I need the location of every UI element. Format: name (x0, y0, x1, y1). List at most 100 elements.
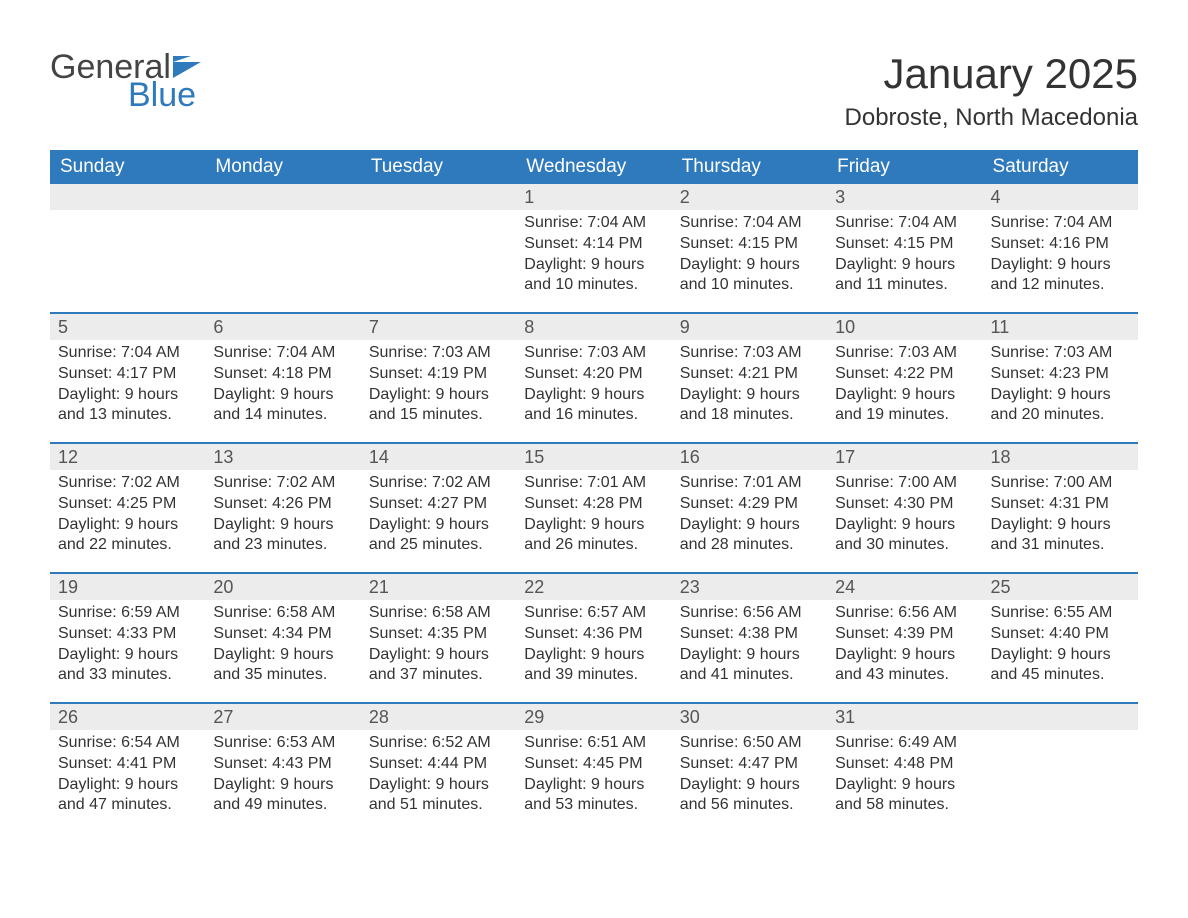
day-number (50, 184, 205, 210)
sunset-text: Sunset: 4:30 PM (835, 494, 974, 515)
flag-icon (173, 56, 201, 78)
daylight1-text: Daylight: 9 hours (369, 515, 508, 536)
cell-body (361, 210, 516, 219)
cell-body: Sunrise: 6:59 AMSunset: 4:33 PMDaylight:… (50, 600, 205, 692)
sunset-text: Sunset: 4:22 PM (835, 364, 974, 385)
sunset-text: Sunset: 4:34 PM (213, 624, 352, 645)
daylight1-text: Daylight: 9 hours (369, 645, 508, 666)
calendar-cell: 15 Sunrise: 7:01 AMSunset: 4:28 PMDayligh… (516, 444, 671, 572)
cell-body: Sunrise: 7:04 AMSunset: 4:18 PMDaylight:… (205, 340, 360, 432)
calendar-cell: 7Sunrise: 7:03 AMSunset: 4:19 PMDaylight… (361, 314, 516, 442)
page-title: January 2025 (845, 50, 1138, 98)
daylight2-text: and 33 minutes. (58, 665, 197, 686)
sunrise-text: Sunrise: 7:01 AM (680, 473, 819, 494)
calendar-cell: 2Sunrise: 7:04 AMSunset: 4:15 PMDaylight… (672, 184, 827, 312)
daylight2-text: and 22 minutes. (58, 535, 197, 556)
cell-body (50, 210, 205, 219)
calendar-cell: 24Sunrise: 6:56 AMSunset: 4:39 PMDayligh… (827, 574, 982, 702)
day-number: 17 (827, 444, 982, 470)
cell-body: Sunrise: 6:56 AMSunset: 4:38 PMDaylight:… (672, 600, 827, 692)
daylight1-text: Daylight: 9 hours (680, 775, 819, 796)
sunrise-text: Sunrise: 6:52 AM (369, 733, 508, 754)
cell-body: Sunrise: 6:58 AMSunset: 4:34 PMDaylight:… (205, 600, 360, 692)
day-number (205, 184, 360, 210)
daylight2-text: and 14 minutes. (213, 405, 352, 426)
calendar-cell: 19Sunrise: 6:59 AMSunset: 4:33 PMDayligh… (50, 574, 205, 702)
day-number: 15 (516, 444, 671, 470)
day-number: 27 (205, 704, 360, 730)
cell-body: Sunrise: 7:01 AMSunset: 4:29 PMDaylight:… (672, 470, 827, 562)
sunset-text: Sunset: 4:44 PM (369, 754, 508, 775)
sunrise-text: Sunrise: 6:53 AM (213, 733, 352, 754)
sunrise-text: Sunrise: 6:54 AM (58, 733, 197, 754)
daylight1-text: Daylight: 9 hours (369, 385, 508, 406)
cell-body: Sunrise: 6:54 AMSunset: 4:41 PMDaylight:… (50, 730, 205, 822)
day-number: 25 (983, 574, 1138, 600)
daylight1-text: Daylight: 9 hours (58, 385, 197, 406)
daylight2-text: and 49 minutes. (213, 795, 352, 816)
daylight2-text: and 51 minutes. (369, 795, 508, 816)
cell-body: Sunrise: 7:00 AMSunset: 4:30 PMDaylight:… (827, 470, 982, 562)
day-number: 30 (672, 704, 827, 730)
calendar-cell: 1Sunrise: 7:04 AMSunset: 4:14 PMDaylight… (516, 184, 671, 312)
day-header: Thursday (672, 150, 827, 184)
day-number: 3 (827, 184, 982, 210)
sunrise-text: Sunrise: 7:04 AM (58, 343, 197, 364)
day-number: 28 (361, 704, 516, 730)
cell-body: Sunrise: 6:57 AMSunset: 4:36 PMDaylight:… (516, 600, 671, 692)
day-number: 4 (983, 184, 1138, 210)
calendar-cell: 14Sunrise: 7:02 AMSunset: 4:27 PMDayligh… (361, 444, 516, 572)
daylight1-text: Daylight: 9 hours (680, 385, 819, 406)
weeks-container: 1Sunrise: 7:04 AMSunset: 4:14 PMDaylight… (50, 184, 1138, 832)
calendar-cell: 23Sunrise: 6:56 AMSunset: 4:38 PMDayligh… (672, 574, 827, 702)
day-number: 26 (50, 704, 205, 730)
calendar: Sunday Monday Tuesday Wednesday Thursday… (50, 150, 1138, 832)
daylight2-text: and 10 minutes. (680, 275, 819, 296)
day-number: 29 (516, 704, 671, 730)
sunset-text: Sunset: 4:21 PM (680, 364, 819, 385)
daylight1-text: Daylight: 9 hours (524, 645, 663, 666)
cell-body: Sunrise: 7:03 AMSunset: 4:20 PMDaylight:… (516, 340, 671, 432)
cell-body: Sunrise: 6:52 AMSunset: 4:44 PMDaylight:… (361, 730, 516, 822)
daylight2-text: and 35 minutes. (213, 665, 352, 686)
cell-body: Sunrise: 7:03 AMSunset: 4:22 PMDaylight:… (827, 340, 982, 432)
daylight2-text: and 37 minutes. (369, 665, 508, 686)
sunrise-text: Sunrise: 7:00 AM (835, 473, 974, 494)
day-number: 18 (983, 444, 1138, 470)
day-number: 14 (361, 444, 516, 470)
sunset-text: Sunset: 4:20 PM (524, 364, 663, 385)
daylight2-text: and 47 minutes. (58, 795, 197, 816)
day-number: 13 (205, 444, 360, 470)
calendar-cell: 21Sunrise: 6:58 AMSunset: 4:35 PMDayligh… (361, 574, 516, 702)
sunrise-text: Sunrise: 7:01 AM (524, 473, 663, 494)
cell-body: Sunrise: 6:49 AMSunset: 4:48 PMDaylight:… (827, 730, 982, 822)
daylight2-text: and 43 minutes. (835, 665, 974, 686)
calendar-cell: 26Sunrise: 6:54 AMSunset: 4:41 PMDayligh… (50, 704, 205, 832)
cell-body: Sunrise: 7:03 AMSunset: 4:21 PMDaylight:… (672, 340, 827, 432)
daylight1-text: Daylight: 9 hours (58, 775, 197, 796)
calendar-cell: 16Sunrise: 7:01 AMSunset: 4:29 PMDayligh… (672, 444, 827, 572)
daylight2-text: and 53 minutes. (524, 795, 663, 816)
calendar-cell: 3Sunrise: 7:04 AMSunset: 4:15 PMDaylight… (827, 184, 982, 312)
sunrise-text: Sunrise: 6:57 AM (524, 603, 663, 624)
daylight2-text: and 16 minutes. (524, 405, 663, 426)
calendar-week: 1Sunrise: 7:04 AMSunset: 4:14 PMDaylight… (50, 184, 1138, 312)
calendar-cell: 5Sunrise: 7:04 AMSunset: 4:17 PMDaylight… (50, 314, 205, 442)
daylight1-text: Daylight: 9 hours (524, 515, 663, 536)
cell-body: Sunrise: 7:04 AMSunset: 4:14 PMDaylight:… (516, 210, 671, 302)
cell-body: Sunrise: 7:02 AMSunset: 4:27 PMDaylight:… (361, 470, 516, 562)
sunrise-text: Sunrise: 7:03 AM (524, 343, 663, 364)
sunset-text: Sunset: 4:28 PM (524, 494, 663, 515)
day-header: Friday (827, 150, 982, 184)
sunset-text: Sunset: 4:14 PM (524, 234, 663, 255)
sunset-text: Sunset: 4:15 PM (680, 234, 819, 255)
day-number: 12 (50, 444, 205, 470)
daylight1-text: Daylight: 9 hours (369, 775, 508, 796)
cell-body: Sunrise: 6:58 AMSunset: 4:35 PMDaylight:… (361, 600, 516, 692)
cell-body: Sunrise: 7:04 AMSunset: 4:15 PMDaylight:… (672, 210, 827, 302)
daylight2-text: and 18 minutes. (680, 405, 819, 426)
sunset-text: Sunset: 4:23 PM (991, 364, 1130, 385)
day-header: Saturday (983, 150, 1138, 184)
daylight2-text: and 30 minutes. (835, 535, 974, 556)
calendar-cell: 20Sunrise: 6:58 AMSunset: 4:34 PMDayligh… (205, 574, 360, 702)
